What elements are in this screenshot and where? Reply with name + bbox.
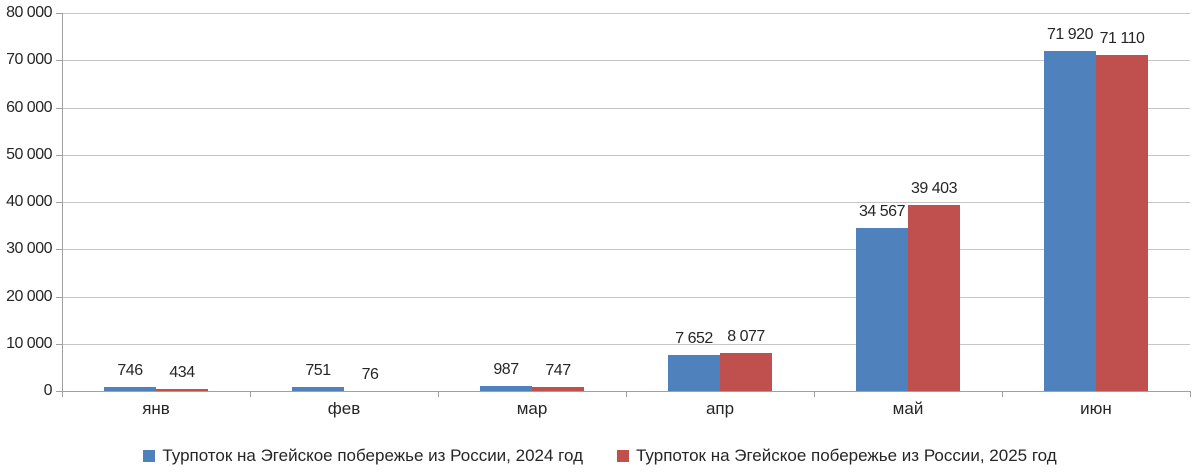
y-axis-tick-label: 10 000 <box>6 334 52 352</box>
y-axis-tick-label: 30 000 <box>6 240 52 258</box>
x-axis-category-label: июн <box>1080 399 1112 418</box>
bar-2025-июн <box>1096 55 1148 391</box>
x-axis-category-label: апр <box>705 399 735 418</box>
x-axis-tick <box>1002 392 1003 397</box>
gridline <box>62 249 1190 251</box>
category-group-июн: 71 920 71 110 <box>1002 13 1190 391</box>
y-axis-tick-label: 40 000 <box>6 193 52 210</box>
y-axis-tick-label: 50 000 <box>6 145 52 163</box>
bar-2024-мар <box>480 386 532 391</box>
bar-value-label: 747 <box>545 362 571 380</box>
y-axis-tick-label: 70 000 <box>6 51 52 69</box>
x-axis-tick <box>62 392 63 397</box>
legend-item-2025: Турпоток на Эгейское побережье из России… <box>617 446 1057 466</box>
legend-label: Турпоток на Эгейское побережье из России… <box>162 446 583 465</box>
category-group-апр: 7 652 8 077 <box>626 13 814 391</box>
x-axis-tick <box>814 392 815 397</box>
category-group-янв: 746 434 <box>62 13 250 391</box>
plot-area: 746 434 751 76 987 747 7 652 8 077 34 567 39 403 7… <box>62 13 1190 391</box>
x-axis-category-label: мар <box>516 399 548 418</box>
bar-2025-апр <box>720 352 772 391</box>
legend-swatch-icon <box>617 450 629 462</box>
bar-2024-июн <box>1044 51 1096 391</box>
bar-2025-май <box>908 204 960 391</box>
gridline <box>62 154 1190 156</box>
x-axis-category-label: янв <box>142 399 170 418</box>
legend: Турпоток на Эгейское побережье из России… <box>0 446 1200 466</box>
bar-value-label: 434 <box>169 363 195 381</box>
gridline <box>62 13 1190 14</box>
y-axis-tick <box>56 13 62 14</box>
gridline <box>62 107 1190 109</box>
y-axis-tick <box>56 60 62 62</box>
y-axis-tick <box>56 296 62 298</box>
legend-item-2024: Турпоток на Эгейское побережье из России… <box>143 446 583 466</box>
x-axis-category-label: фев <box>327 399 361 418</box>
bar-2025-мар <box>532 387 584 391</box>
y-axis-tick-label: 20 000 <box>6 287 52 305</box>
y-axis-tick-label: 0 <box>43 382 53 399</box>
legend-swatch-icon <box>143 450 156 462</box>
bar-value-label: 71 920 <box>1047 26 1093 44</box>
x-axis-category-label: май <box>892 399 924 418</box>
bar-2025-янв <box>156 388 208 391</box>
bar-2024-янв <box>104 387 156 391</box>
y-axis-tick <box>56 343 62 345</box>
x-axis-tick <box>250 392 251 397</box>
bar-2024-апр <box>668 354 720 391</box>
y-axis-line <box>62 13 63 391</box>
y-axis-tick-label: 80 000 <box>6 4 52 21</box>
gridline <box>62 202 1190 203</box>
category-group-мар: 987 747 <box>438 13 626 391</box>
bar-value-label: 746 <box>117 362 143 380</box>
y-axis-tick-label: 60 000 <box>6 98 52 116</box>
bar-value-label: 7 652 <box>675 329 713 347</box>
bar-value-label: 39 403 <box>911 179 957 197</box>
x-axis-tick <box>626 392 627 397</box>
bar-2024-фев <box>292 387 344 391</box>
bar-2024-май <box>856 227 908 391</box>
category-group-фев: 751 76 <box>250 13 438 391</box>
category-group-май: 34 567 39 403 <box>814 13 1002 391</box>
y-axis-tick <box>56 391 62 392</box>
x-axis-tick <box>438 392 439 397</box>
gridline <box>62 60 1190 62</box>
bar-value-label: 34 567 <box>859 202 905 220</box>
bar-value-label: 751 <box>305 362 331 380</box>
bar-value-label: 76 <box>361 365 379 383</box>
gridline <box>62 296 1190 298</box>
y-axis-tick <box>56 154 62 156</box>
x-axis-line <box>62 391 1191 392</box>
y-axis-tick <box>56 249 62 251</box>
legend-label: Турпоток на Эгейское побережье из России… <box>636 446 1057 465</box>
bar-value-label: 71 110 <box>1099 30 1145 48</box>
x-axis-tick <box>1190 392 1191 397</box>
bar-value-label: 987 <box>493 361 519 379</box>
gridline <box>62 343 1190 345</box>
y-axis-tick <box>56 202 62 203</box>
bar-value-label: 8 077 <box>727 327 765 345</box>
y-axis-tick <box>56 107 62 109</box>
